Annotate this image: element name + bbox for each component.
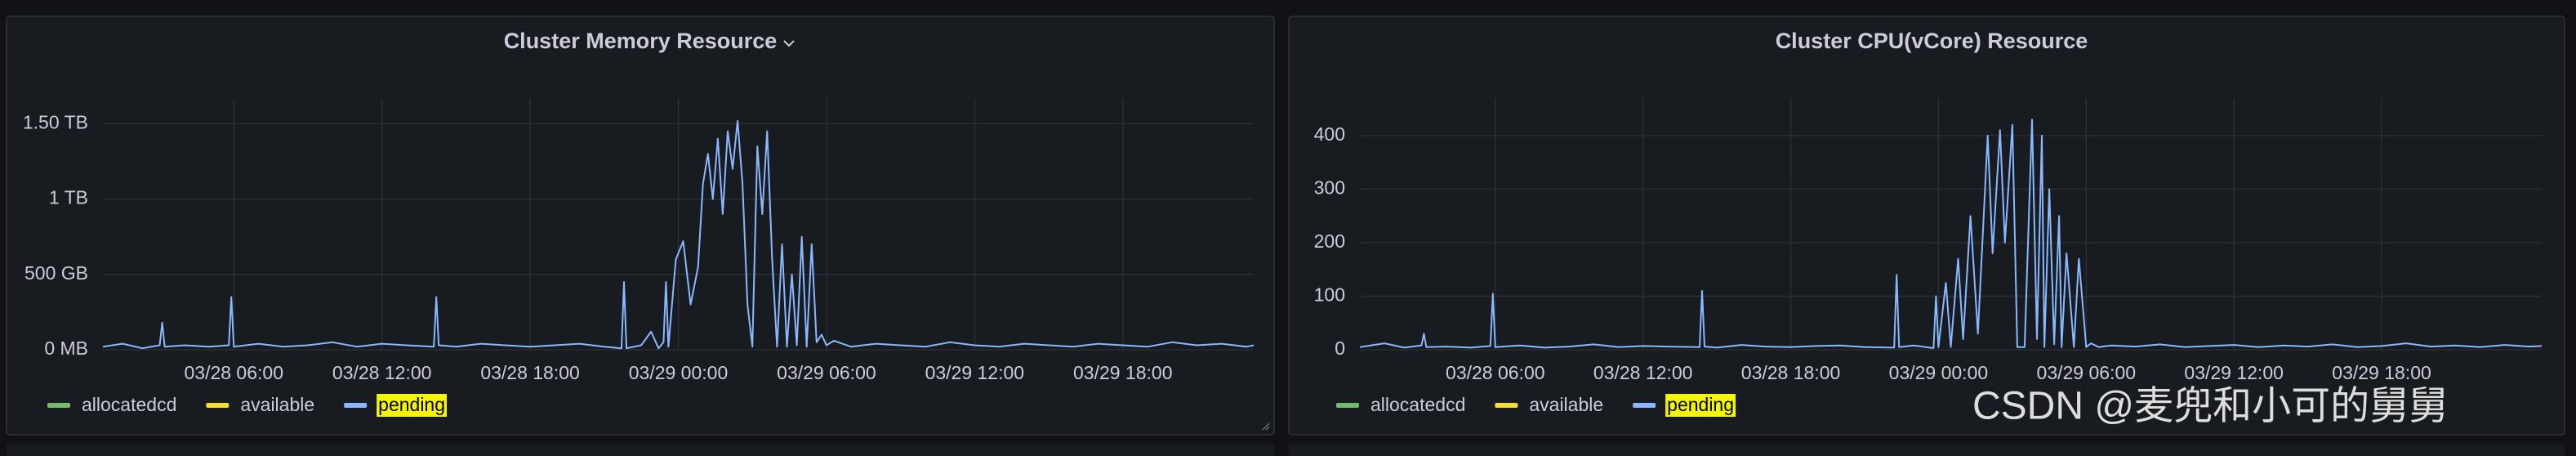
legend-label[interactable]: allocatedcd bbox=[1370, 394, 1465, 415]
y-tick-label: 1.50 TB bbox=[23, 111, 88, 132]
y-tick-label: 1 TB bbox=[49, 187, 88, 208]
resize-handle[interactable] bbox=[1262, 422, 1270, 431]
y-tick-label: 0 bbox=[1335, 338, 1345, 359]
panel-edge bbox=[7, 445, 1274, 456]
x-tick-label: 03/29 12:00 bbox=[925, 362, 1025, 383]
x-tick-label: 03/28 18:00 bbox=[480, 362, 580, 383]
legend-marker[interactable] bbox=[344, 403, 368, 408]
watermark: CSDN @麦兜和小可的舅舅 bbox=[1972, 385, 2448, 428]
series-line bbox=[102, 119, 1255, 350]
y-tick-label: 300 bbox=[1314, 177, 1345, 198]
panel-title: Cluster CPU(vCore) Resource bbox=[1776, 29, 2088, 53]
legend-label[interactable]: available bbox=[240, 394, 314, 415]
x-tick-label: 03/29 18:00 bbox=[2332, 362, 2431, 383]
x-tick-label: 03/28 12:00 bbox=[332, 362, 432, 383]
panel[interactable] bbox=[6, 16, 1275, 436]
legend-highlight bbox=[377, 394, 448, 417]
y-tick-label: 400 bbox=[1314, 123, 1345, 145]
panel-title: Cluster Memory Resource bbox=[504, 29, 778, 53]
x-tick-label: 03/29 18:00 bbox=[1073, 362, 1173, 383]
x-tick-label: 03/29 00:00 bbox=[1889, 362, 1989, 383]
x-tick-label: 03/29 06:00 bbox=[2037, 362, 2137, 383]
legend-label[interactable]: pending bbox=[1667, 394, 1734, 415]
x-tick-label: 03/29 12:00 bbox=[2184, 362, 2284, 383]
x-tick-label: 03/29 00:00 bbox=[629, 362, 729, 383]
series-line bbox=[1359, 118, 2543, 349]
legend-label[interactable]: pending bbox=[378, 394, 445, 415]
y-tick-label: 0 MB bbox=[44, 338, 88, 359]
legend-highlight bbox=[1665, 394, 1736, 417]
legend-label[interactable]: available bbox=[1529, 394, 1603, 415]
y-tick-label: 100 bbox=[1314, 284, 1345, 306]
y-tick-label: 500 GB bbox=[25, 262, 88, 284]
legend-marker[interactable] bbox=[47, 403, 70, 408]
x-tick-label: 03/29 06:00 bbox=[777, 362, 876, 383]
panel[interactable] bbox=[1288, 16, 2565, 436]
x-tick-label: 03/28 06:00 bbox=[1446, 362, 1545, 383]
panel-menu-chevron[interactable] bbox=[783, 40, 795, 47]
legend-marker[interactable] bbox=[1633, 403, 1656, 408]
legend-marker[interactable] bbox=[206, 403, 230, 408]
x-tick-label: 03/28 18:00 bbox=[1741, 362, 1841, 383]
y-tick-label: 200 bbox=[1314, 230, 1345, 252]
legend-label[interactable]: allocatedcd bbox=[82, 394, 176, 415]
panel-edge bbox=[1289, 445, 2565, 456]
legend-marker[interactable] bbox=[1336, 403, 1359, 408]
x-tick-label: 03/28 12:00 bbox=[1593, 362, 1693, 383]
x-tick-label: 03/28 06:00 bbox=[184, 362, 283, 383]
legend-marker[interactable] bbox=[1495, 403, 1518, 408]
